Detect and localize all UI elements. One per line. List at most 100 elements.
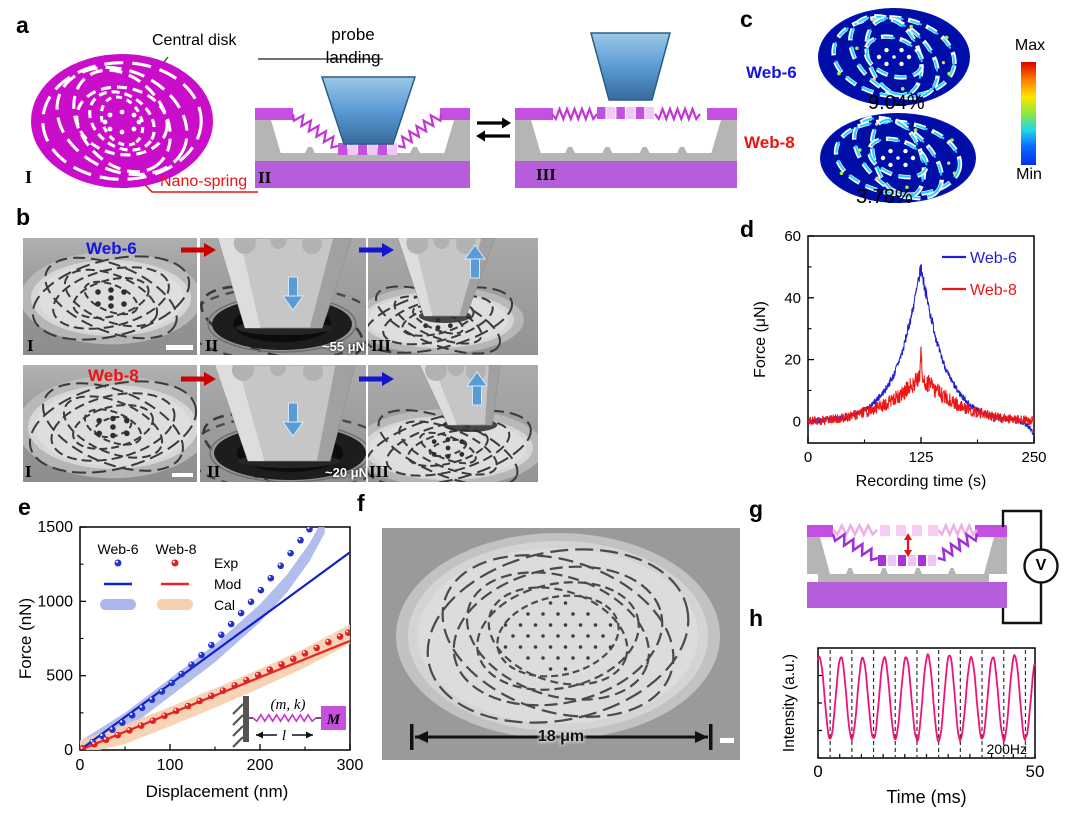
numeral-b1-I: I xyxy=(27,336,34,355)
numeral-a-II: II xyxy=(258,168,272,187)
x-tick-label: 0 xyxy=(813,762,822,781)
chart-force-vs-time: 0 125 250 0 20 40 60 Recording time (s) Force (μ… xyxy=(752,228,1047,490)
force-value-web8: ~20 μN xyxy=(325,465,369,480)
schematic-probe-pressed xyxy=(255,76,470,188)
y-tick-label: 0 xyxy=(64,742,73,759)
panel-label-g: g xyxy=(749,496,764,522)
sem-large-web xyxy=(382,528,740,760)
chart-intensity-vs-time: 0 50 Time (ms) Intensity (a.u.) 200Hz xyxy=(781,647,1045,807)
colorbar-min-label: Min xyxy=(1016,166,1042,183)
panel-label-b: b xyxy=(16,204,31,230)
panel-c-graphic xyxy=(818,8,1036,203)
data-series xyxy=(817,653,1036,744)
probe-up-arrow-icon xyxy=(466,371,488,406)
axes: 0 50 Time (ms) Intensity (a.u.) xyxy=(781,647,1045,807)
x-axis-title: Recording time (s) xyxy=(856,473,987,490)
chart-force-vs-displacement: 0 100 200 300 0 500 1000 1500 Displacement (nm) F… xyxy=(16,519,363,801)
web8-percentage: 3.78% xyxy=(856,186,913,208)
sem-web6-state1-graphic xyxy=(23,251,197,345)
web6-simulation-icon xyxy=(818,8,970,106)
inset-mass-label: M xyxy=(326,712,341,728)
equilibrium-arrows-icon xyxy=(476,117,511,142)
probe-down-arrow-icon xyxy=(282,276,304,311)
panel-label-e: e xyxy=(18,494,31,520)
blue-arrow-icon xyxy=(359,372,394,386)
frequency-annotation: 200Hz xyxy=(987,741,1027,757)
probe-up-arrow-icon xyxy=(464,244,486,279)
voltmeter-circuit-icon xyxy=(1001,509,1059,625)
colorbar-max-label: Max xyxy=(1014,37,1046,54)
web8-sim-label: Web-8 xyxy=(744,133,795,152)
exp-points-Web-6 xyxy=(80,527,313,750)
x-tick-label: 125 xyxy=(908,449,933,466)
scale-bar xyxy=(720,738,734,743)
y-tick-label: 0 xyxy=(793,413,801,430)
sem-web6-state1 xyxy=(23,238,197,355)
central-disk-label: Central disk xyxy=(152,32,237,49)
web6-percentage: 9.04% xyxy=(868,92,925,114)
x-tick-label: 0 xyxy=(76,757,85,774)
panel-a-graphic xyxy=(31,32,737,193)
data-series xyxy=(808,264,1034,437)
mass-spring-inset: M (m, k) l xyxy=(232,696,346,748)
probe-landing-label-line1: probe xyxy=(331,25,375,44)
cal-band-Web-8 xyxy=(80,624,350,750)
red-arrow-icon xyxy=(181,372,216,386)
legend-row: Cal xyxy=(214,597,235,613)
large-web-pattern xyxy=(396,533,720,739)
legend-row: Mod xyxy=(214,576,241,592)
probe-icon xyxy=(590,32,671,101)
y-tick-label: 60 xyxy=(784,228,801,245)
sem-web8-state3-probe-retracting xyxy=(368,365,538,482)
x-tick-label: 200 xyxy=(247,757,274,774)
y-tick-label: 500 xyxy=(46,668,73,685)
voltmeter-label: V xyxy=(1035,557,1047,574)
sem-web6-state2-probe-pressed xyxy=(200,238,366,355)
legend-col: Web-6 xyxy=(98,541,139,557)
sem-probe-icon xyxy=(217,238,353,335)
x-tick-label: 100 xyxy=(157,757,184,774)
axes: 0 100 200 300 0 500 1000 1500 Displacement (nm) F… xyxy=(16,519,363,801)
axes: 0 125 250 0 20 40 60 Recording time (s) Force (μ… xyxy=(752,228,1047,490)
y-axis-title: Force (μN) xyxy=(752,301,769,378)
legend-col: Web-8 xyxy=(156,541,197,557)
nano-spring-label: Nano-spring xyxy=(160,173,248,190)
web6-title: Web-6 xyxy=(86,239,137,258)
sem-probe-icon xyxy=(214,365,356,468)
mod-line-Web-8 xyxy=(80,639,350,750)
sem-web8-state2-probe-pressed xyxy=(200,365,366,482)
numeral-b1-III: III xyxy=(371,336,391,355)
panel-g-graphic xyxy=(807,509,1059,625)
sem-web8-state2-graphic xyxy=(200,365,366,482)
probe-icon xyxy=(320,76,417,145)
x-tick-label: 0 xyxy=(804,449,812,466)
series-Web-8 xyxy=(808,346,1034,427)
numeral-a-III: III xyxy=(536,165,556,184)
y-tick-label: 1000 xyxy=(37,593,73,610)
spiral-web-disk-icon xyxy=(31,54,213,188)
oscillation-arrow-icon xyxy=(904,533,912,557)
red-arrow-icon xyxy=(181,243,216,257)
panel-label-f: f xyxy=(357,490,365,516)
force-value-web6: ~55 μN xyxy=(322,339,366,354)
scale-annotation-18um xyxy=(410,724,734,750)
sem-large-web-graphic xyxy=(396,533,734,750)
y-tick-label: 20 xyxy=(784,352,801,369)
x-tick-label: 50 xyxy=(1026,762,1045,781)
probe-down-arrow-icon xyxy=(282,402,304,437)
web8-title: Web-8 xyxy=(88,366,139,385)
legend: Web-6 Web-8 xyxy=(942,250,1017,299)
numeral-b2-I: I xyxy=(25,462,32,481)
probe-landing-label-line2: landing xyxy=(325,48,381,67)
numeral-b2-III: III xyxy=(369,462,389,481)
y-axis-title: Intensity (a.u.) xyxy=(781,654,798,752)
sem-web6-state2-graphic xyxy=(200,238,366,355)
sem-web8-state3-graphic xyxy=(368,365,538,482)
sem-web8-state1-graphic xyxy=(23,375,197,479)
numeral-b2-II: II xyxy=(207,462,221,481)
y-tick-label: 40 xyxy=(784,290,801,307)
intensity-waveform xyxy=(817,653,1036,744)
exp-points-Web-8 xyxy=(80,629,350,750)
